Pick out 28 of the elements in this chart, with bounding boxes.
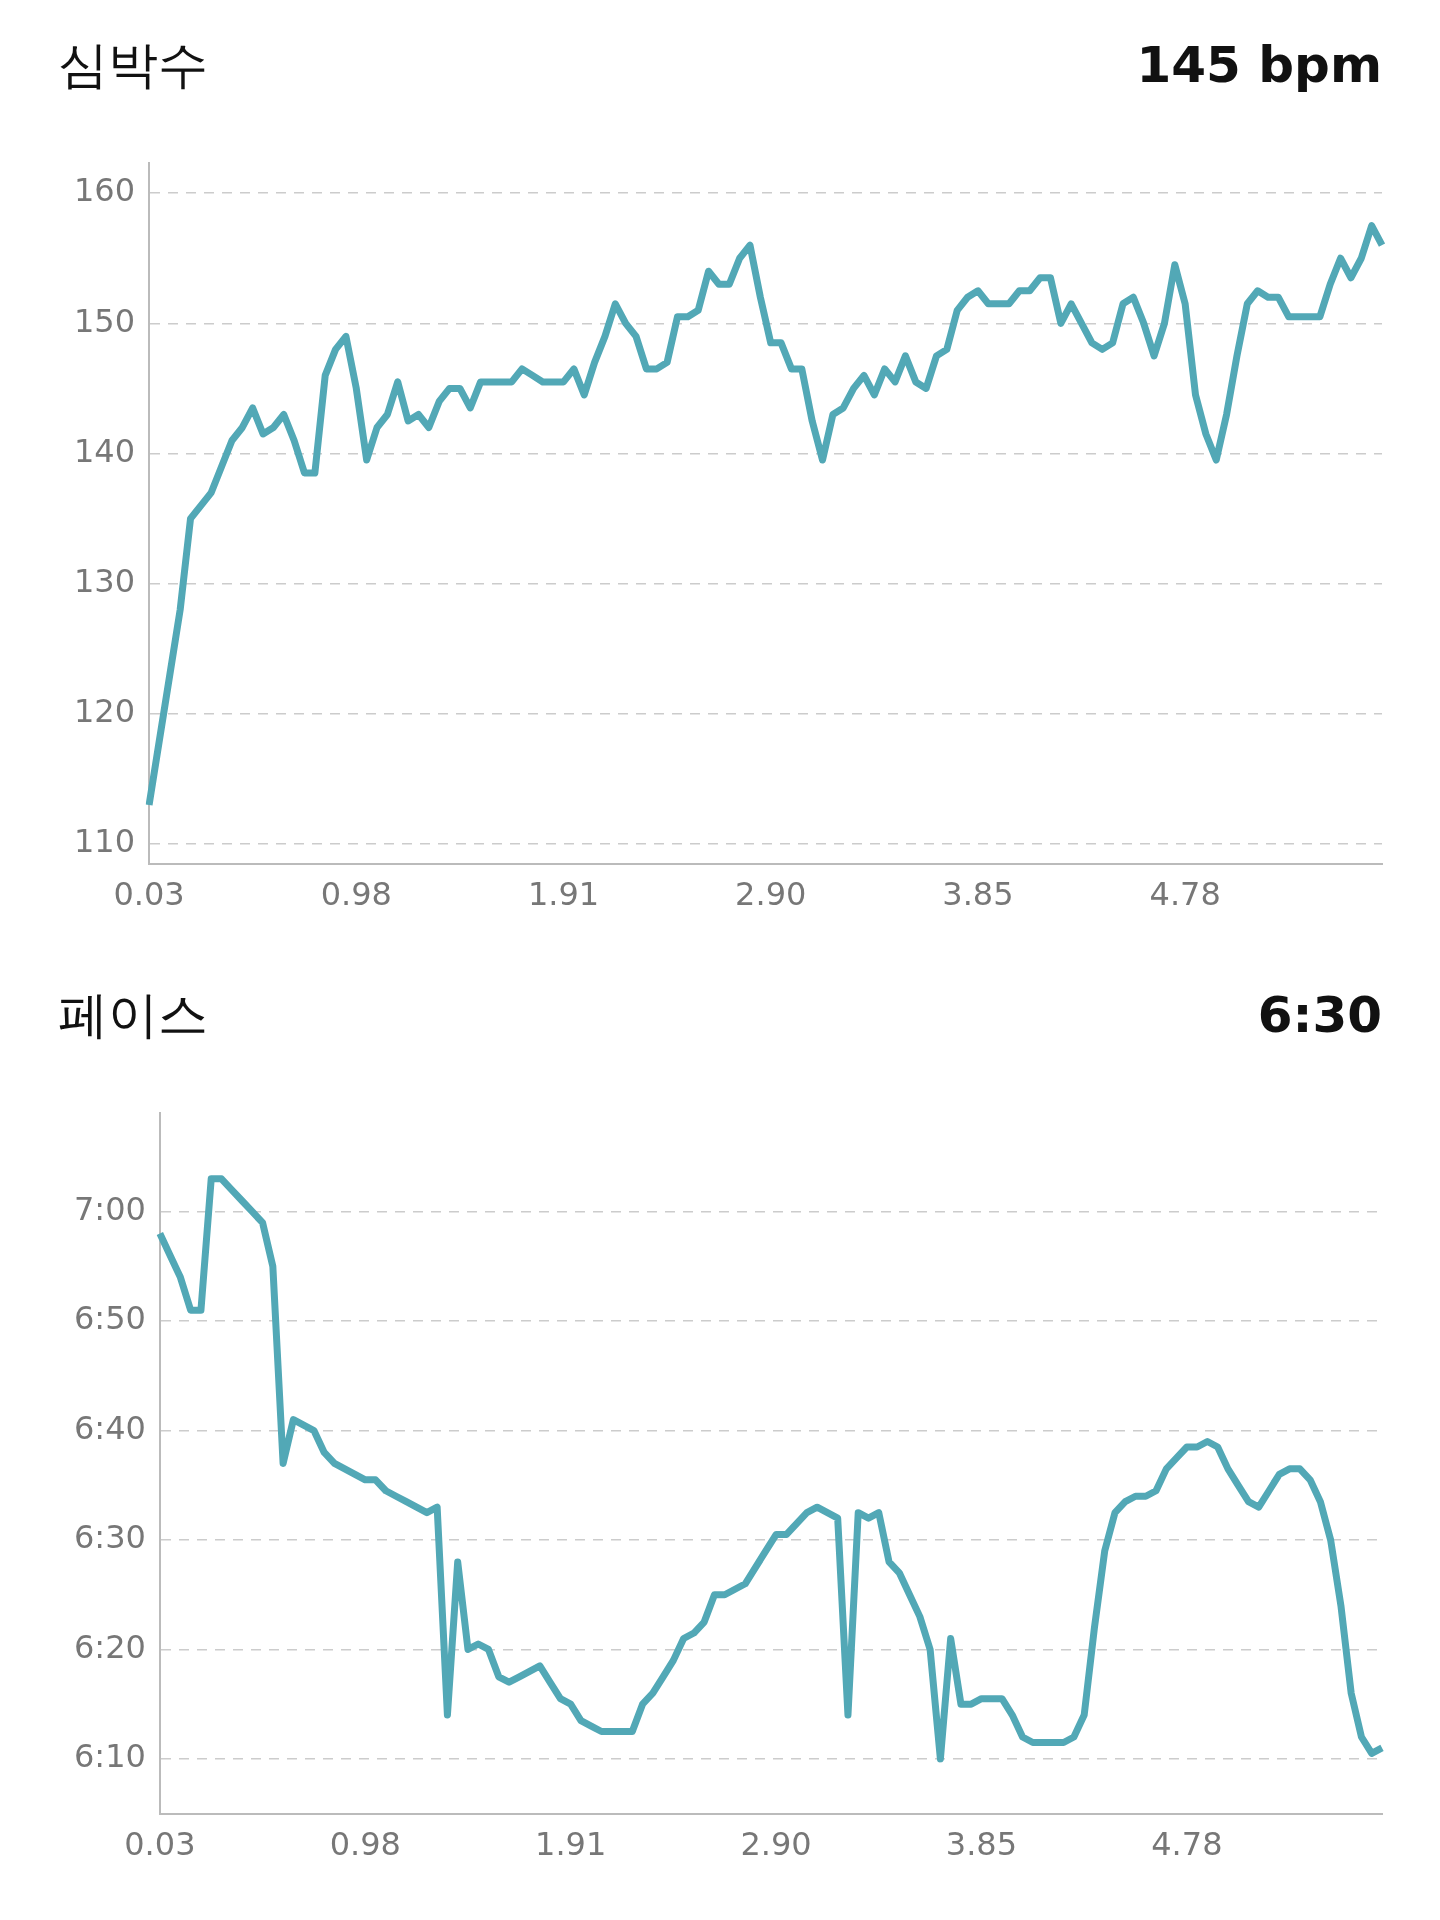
y-tick-label: 6:20 xyxy=(74,1627,146,1666)
y-tick-label: 140 xyxy=(74,431,136,470)
y-tick-label: 7:00 xyxy=(74,1190,146,1229)
x-tick-label: 0.03 xyxy=(113,875,185,914)
chart-title: 페이스 xyxy=(58,984,208,1046)
text: 6:30 xyxy=(1257,986,1382,1044)
y-tick-label: 110 xyxy=(74,822,136,861)
x-tick-label: 0.98 xyxy=(320,875,392,914)
x-tick-label: 4.78 xyxy=(1149,875,1221,914)
x-tick-label: 2.90 xyxy=(735,875,807,914)
y-tick-label: 6:40 xyxy=(74,1408,146,1447)
x-tick-label: 2.90 xyxy=(740,1825,812,1864)
y-tick-label: 130 xyxy=(74,562,136,601)
x-tick-label: 0.03 xyxy=(124,1825,196,1864)
x-tick-label: 4.78 xyxy=(1151,1825,1223,1864)
y-tick-label: 6:10 xyxy=(74,1737,146,1776)
x-tick-label: 1.91 xyxy=(527,875,600,914)
x-tick-label: 3.85 xyxy=(945,1825,1018,1864)
x-tick-label: 0.98 xyxy=(329,1825,401,1864)
chart-title: 심박수 xyxy=(58,34,208,96)
y-tick-label: 160 xyxy=(74,171,136,210)
y-tick-label: 150 xyxy=(74,301,136,340)
y-tick-label: 6:50 xyxy=(74,1299,146,1338)
y-tick-label: 120 xyxy=(74,692,136,731)
y-tick-label: 6:30 xyxy=(74,1518,146,1557)
x-tick-label: 1.91 xyxy=(535,1825,607,1864)
x-tick-label: 3.85 xyxy=(942,875,1014,914)
text: 145 bpm xyxy=(1136,36,1382,94)
